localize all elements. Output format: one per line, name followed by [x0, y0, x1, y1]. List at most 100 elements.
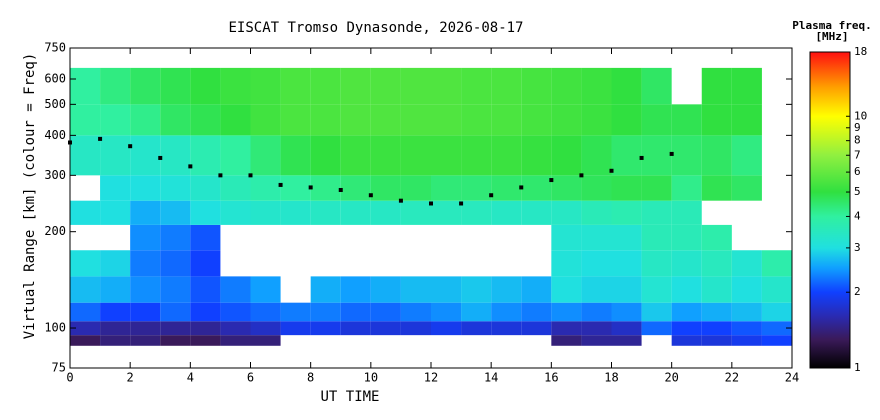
heatmap-cell — [190, 276, 221, 303]
heatmap-cell — [431, 67, 462, 105]
trace-point — [218, 173, 223, 178]
heatmap-cell — [220, 67, 251, 105]
heatmap-cell — [130, 321, 161, 336]
heatmap-cell — [521, 135, 552, 176]
y-tick-label: 75 — [52, 361, 66, 375]
trace-point — [248, 173, 253, 178]
heatmap-cell — [340, 67, 371, 105]
trace-point — [549, 178, 554, 183]
y-tick-label: 300 — [44, 168, 66, 182]
heatmap-cell — [761, 276, 792, 303]
heatmap-cell — [581, 67, 612, 105]
heatmap-cell — [491, 276, 522, 303]
heatmap-cell — [731, 276, 762, 303]
heatmap-cell — [400, 67, 431, 105]
colorbar-tick-label: 10 — [854, 109, 867, 122]
heatmap-cell — [641, 250, 672, 277]
heatmap-cell — [701, 276, 732, 303]
heatmap-cell — [220, 200, 251, 225]
heatmap-cell — [370, 135, 401, 176]
heatmap-cell — [280, 104, 311, 136]
heatmap-cell — [340, 104, 371, 136]
heatmap-cell — [220, 276, 251, 303]
heatmap-cell — [701, 335, 732, 346]
heatmap-cell — [160, 67, 191, 105]
trace-point — [609, 168, 614, 173]
heatmap-cell — [130, 302, 161, 322]
heatmap-cell — [581, 321, 612, 336]
heatmap-cell — [611, 175, 642, 201]
heatmap-cell — [310, 135, 341, 176]
trace-point — [669, 151, 674, 156]
heatmap-cell — [400, 276, 431, 303]
heatmap-cell — [250, 335, 281, 346]
heatmap-cell — [280, 302, 311, 322]
colorbar-tick-label: 1 — [854, 361, 861, 374]
colorbar-tick-label: 2 — [854, 285, 861, 298]
heatmap-cell — [431, 135, 462, 176]
heatmap-cell — [340, 276, 371, 303]
heatmap-cell — [220, 104, 251, 136]
heatmap-cell — [100, 200, 131, 225]
heatmap-cell — [70, 104, 101, 136]
x-tick-label: 12 — [424, 371, 438, 385]
colorbar-tick-label: 9 — [854, 121, 861, 134]
heatmap-cell — [370, 104, 401, 136]
heatmap-cell — [400, 135, 431, 176]
heatmap-cell — [641, 276, 672, 303]
heatmap-cell — [160, 135, 191, 176]
heatmap-cell — [190, 335, 221, 346]
heatmap-cell — [611, 335, 642, 346]
heatmap-cell — [160, 200, 191, 225]
colorbar-tick-label: 6 — [854, 165, 861, 178]
heatmap-cell — [190, 302, 221, 322]
heatmap-cell — [491, 67, 522, 105]
heatmap-cell — [581, 175, 612, 201]
trace-point — [489, 193, 494, 198]
heatmap-cell — [671, 135, 702, 176]
heatmap-cell — [250, 104, 281, 136]
heatmap-cell — [310, 104, 341, 136]
heatmap-cell — [280, 200, 311, 225]
heatmap-cell — [100, 104, 131, 136]
heatmap-cell — [731, 250, 762, 277]
heatmap-cell — [160, 302, 191, 322]
heatmap-cell — [701, 135, 732, 176]
heatmap-cell — [731, 175, 762, 201]
heatmap-cell — [310, 175, 341, 201]
heatmap-cell — [671, 250, 702, 277]
heatmap-cell — [130, 250, 161, 277]
heatmap-cell — [671, 321, 702, 336]
heatmap-cell — [400, 104, 431, 136]
heatmap-cell — [370, 276, 401, 303]
trace-point — [429, 201, 433, 206]
x-tick-label: 2 — [127, 371, 134, 385]
colorbar — [809, 51, 851, 369]
heatmap-cell — [521, 321, 552, 336]
heatmap-cell — [190, 67, 221, 105]
heatmap-cell — [761, 302, 792, 322]
heatmap-cell — [641, 224, 672, 251]
heatmap-cell — [400, 302, 431, 322]
trace-point — [368, 193, 373, 198]
heatmap-cell — [701, 104, 732, 136]
heatmap-cell — [521, 104, 552, 136]
trace-point — [158, 155, 163, 160]
heatmap-cell — [250, 67, 281, 105]
y-tick-label: 750 — [44, 41, 66, 55]
heatmap-cell — [611, 224, 642, 251]
trace-point — [639, 155, 644, 160]
heatmap-cell — [551, 135, 582, 176]
x-tick-label: 20 — [664, 371, 678, 385]
heatmap-cell — [461, 200, 492, 225]
heatmap-cell — [160, 250, 191, 277]
heatmap-cell — [100, 321, 131, 336]
heatmap-cell — [611, 67, 642, 105]
heatmap-cell — [190, 200, 221, 225]
heatmap-cell — [641, 135, 672, 176]
x-tick-label: 4 — [187, 371, 194, 385]
heatmap-cell — [160, 276, 191, 303]
heatmap-cell — [400, 321, 431, 336]
x-tick-label: 6 — [247, 371, 254, 385]
